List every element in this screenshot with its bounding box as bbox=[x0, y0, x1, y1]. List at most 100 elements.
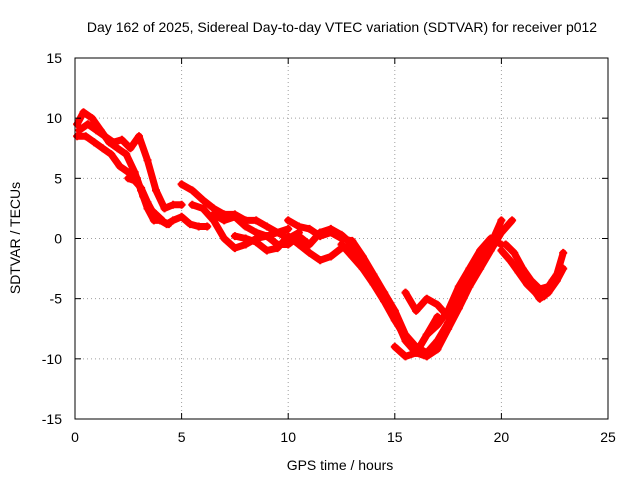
data-point bbox=[294, 222, 303, 231]
data-point bbox=[476, 264, 485, 273]
data-point bbox=[186, 220, 195, 229]
data-point bbox=[92, 126, 101, 135]
data-point bbox=[107, 150, 116, 159]
data-point bbox=[135, 132, 143, 141]
data-point bbox=[124, 174, 133, 183]
data-point bbox=[422, 294, 431, 303]
data-point bbox=[169, 200, 178, 209]
data-point bbox=[444, 324, 453, 333]
data-series-arc-11 bbox=[348, 216, 516, 360]
data-point bbox=[380, 297, 389, 306]
data-point bbox=[160, 204, 169, 213]
data-point bbox=[230, 244, 239, 253]
data-point bbox=[294, 240, 303, 249]
data-point bbox=[152, 186, 160, 195]
data-point bbox=[252, 238, 261, 247]
data-point bbox=[348, 236, 357, 245]
data-point bbox=[433, 300, 442, 309]
data-point bbox=[358, 264, 367, 273]
y-tick-label: 5 bbox=[54, 170, 62, 186]
data-point bbox=[90, 138, 99, 147]
data-point bbox=[401, 352, 410, 361]
data-point bbox=[454, 294, 463, 303]
data-point bbox=[188, 200, 197, 209]
data-point bbox=[305, 240, 314, 249]
data-point bbox=[284, 240, 293, 249]
data-point bbox=[230, 232, 239, 241]
data-point bbox=[188, 186, 197, 195]
data-point bbox=[401, 288, 410, 297]
data-point bbox=[149, 210, 158, 219]
data-point bbox=[73, 120, 82, 129]
x-tick-label: 5 bbox=[178, 429, 186, 445]
data-point bbox=[433, 321, 442, 330]
data-point bbox=[109, 138, 118, 147]
data-traces bbox=[73, 108, 568, 361]
axis-ticks bbox=[74, 57, 609, 420]
y-tick-label: -10 bbox=[42, 351, 62, 367]
data-point bbox=[284, 232, 293, 241]
data-point bbox=[433, 345, 442, 354]
data-point bbox=[262, 232, 271, 241]
data-point bbox=[412, 348, 421, 357]
x-tick-label: 20 bbox=[494, 429, 510, 445]
data-point bbox=[305, 224, 314, 233]
data-point bbox=[88, 114, 97, 123]
data-point bbox=[252, 216, 261, 225]
data-point bbox=[177, 212, 186, 221]
data-point bbox=[284, 224, 293, 233]
x-tick-label: 10 bbox=[280, 429, 296, 445]
data-point bbox=[326, 252, 335, 261]
data-point bbox=[390, 316, 399, 325]
data-point bbox=[262, 246, 271, 255]
data-point bbox=[412, 306, 421, 315]
data-point bbox=[552, 276, 561, 285]
data-point bbox=[390, 342, 399, 351]
data-point bbox=[100, 132, 109, 141]
data-point bbox=[358, 252, 367, 261]
data-point bbox=[130, 176, 139, 185]
data-point bbox=[284, 216, 293, 225]
data-point bbox=[252, 228, 261, 237]
data-point bbox=[241, 234, 250, 243]
data-point bbox=[401, 333, 410, 342]
data-point bbox=[198, 204, 207, 213]
y-tick-label: 10 bbox=[46, 110, 62, 126]
data-point bbox=[113, 144, 122, 153]
data-point bbox=[476, 252, 485, 261]
data-point bbox=[209, 210, 218, 219]
data-point bbox=[505, 256, 514, 265]
data-point bbox=[203, 222, 212, 231]
data-point bbox=[508, 216, 517, 225]
data-point bbox=[422, 352, 431, 361]
x-tick-label: 25 bbox=[600, 429, 616, 445]
data-point bbox=[220, 234, 229, 243]
data-point bbox=[273, 228, 282, 237]
data-point bbox=[177, 180, 186, 189]
x-tick-label: 15 bbox=[387, 429, 403, 445]
data-point bbox=[294, 232, 303, 241]
data-point bbox=[75, 126, 84, 135]
data-point bbox=[497, 246, 506, 255]
data-point bbox=[79, 108, 88, 117]
data-point bbox=[422, 330, 431, 339]
data-point bbox=[156, 216, 165, 225]
data-point bbox=[273, 244, 282, 253]
data-point bbox=[544, 288, 553, 297]
chart-title: Day 162 of 2025, Sidereal Day-to-day VTE… bbox=[87, 19, 597, 35]
data-point bbox=[137, 184, 146, 192]
axis-tick-labels: 0 5 10 15 20 25 -15 -10 -5 0 5 10 15 bbox=[42, 50, 616, 445]
data-point bbox=[241, 222, 250, 231]
data-point bbox=[535, 294, 544, 303]
data-point bbox=[527, 282, 536, 291]
data-point bbox=[348, 246, 357, 255]
data-point bbox=[262, 222, 271, 231]
y-tick-label: -15 bbox=[42, 411, 62, 427]
data-point bbox=[126, 144, 135, 153]
data-point bbox=[98, 144, 107, 153]
x-axis-label: GPS time / hours bbox=[287, 457, 394, 473]
data-point bbox=[169, 216, 178, 225]
data-point bbox=[81, 132, 90, 141]
data-point bbox=[518, 270, 527, 279]
